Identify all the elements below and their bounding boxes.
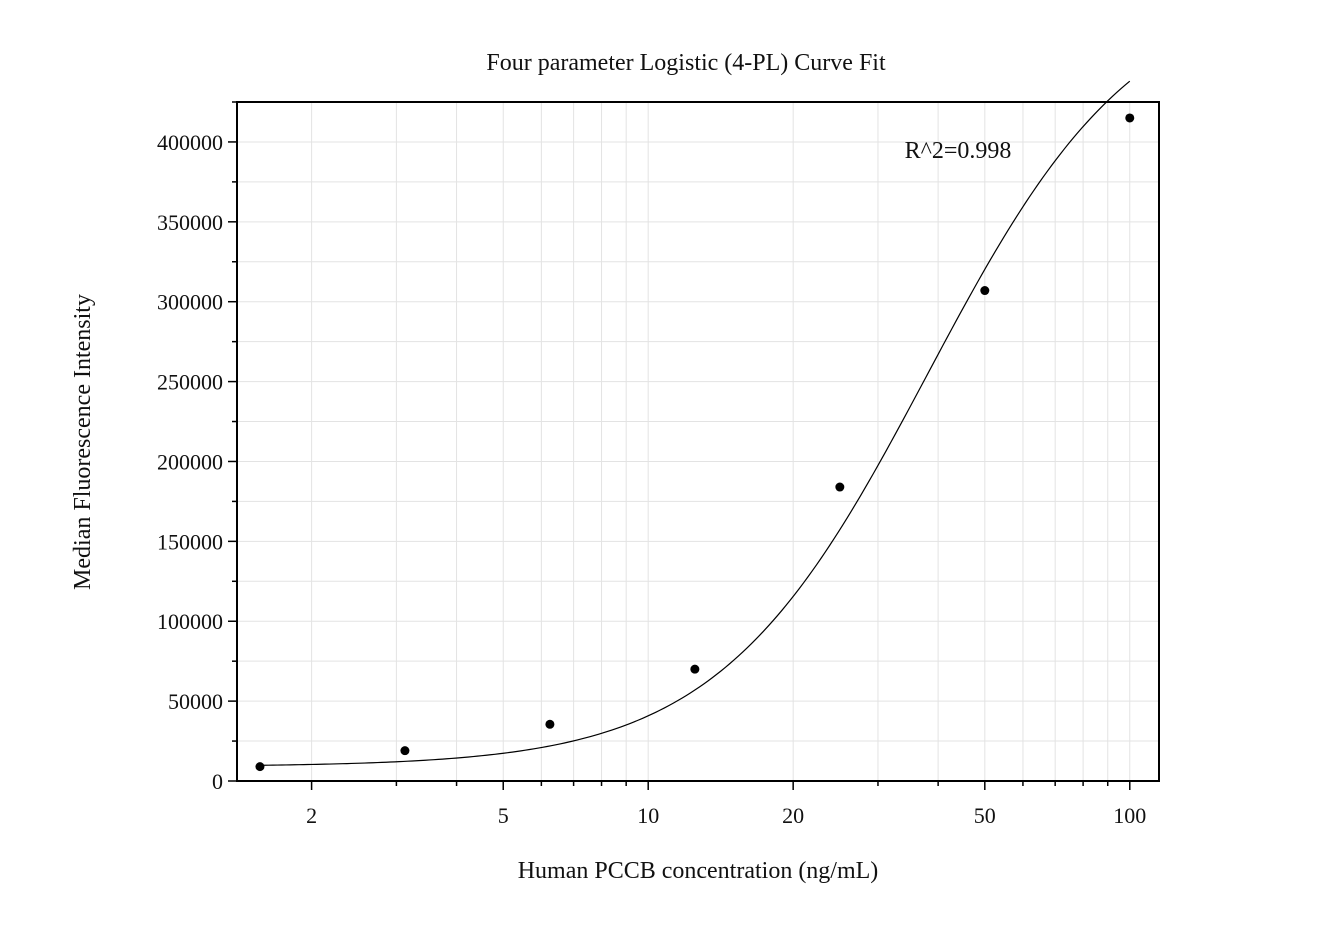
points-layer	[255, 113, 1135, 772]
x-tick-label: 10	[637, 803, 659, 828]
x-tick-label: 5	[498, 803, 509, 828]
y-tick-label: 400000	[157, 130, 223, 155]
data-point	[545, 719, 555, 729]
x-tick-label: 100	[1113, 803, 1146, 828]
fit-curve-line	[259, 80, 1131, 766]
y-tick-label: 300000	[157, 290, 223, 315]
chart-title: Four parameter Logistic (4-PL) Curve Fit	[486, 50, 886, 76]
y-axis: 0 50000 100000 150000 200000 250000 300000 3500…	[157, 101, 237, 794]
y-tick-label: 350000	[157, 210, 223, 235]
y-tick-label: 250000	[157, 370, 223, 395]
x-axis-title: Human PCCB concentration (ng/mL)	[518, 858, 879, 884]
x-axis: 2 5 10 20 50 100	[306, 781, 1146, 828]
data-point	[690, 664, 700, 674]
data-point	[255, 762, 265, 772]
x-tick-label: 2	[306, 803, 317, 828]
data-point	[1125, 113, 1135, 123]
y-tick-label: 200000	[157, 449, 223, 474]
data-point	[400, 746, 410, 756]
x-tick-label: 20	[782, 803, 804, 828]
grid-lines	[237, 102, 1159, 781]
y-axis-title: Median Fluorescence Intensity	[70, 294, 96, 590]
y-tick-label: 50000	[168, 689, 223, 714]
curve-layer	[259, 80, 1131, 766]
y-tick-label: 150000	[157, 529, 223, 554]
x-tick-label: 50	[974, 803, 996, 828]
plot-frame	[236, 101, 1160, 782]
data-point	[980, 286, 990, 296]
y-tick-label: 0	[212, 769, 223, 794]
r-squared-annotation: R^2=0.998	[905, 138, 1012, 164]
y-tick-label: 100000	[157, 609, 223, 634]
data-point	[835, 482, 845, 492]
